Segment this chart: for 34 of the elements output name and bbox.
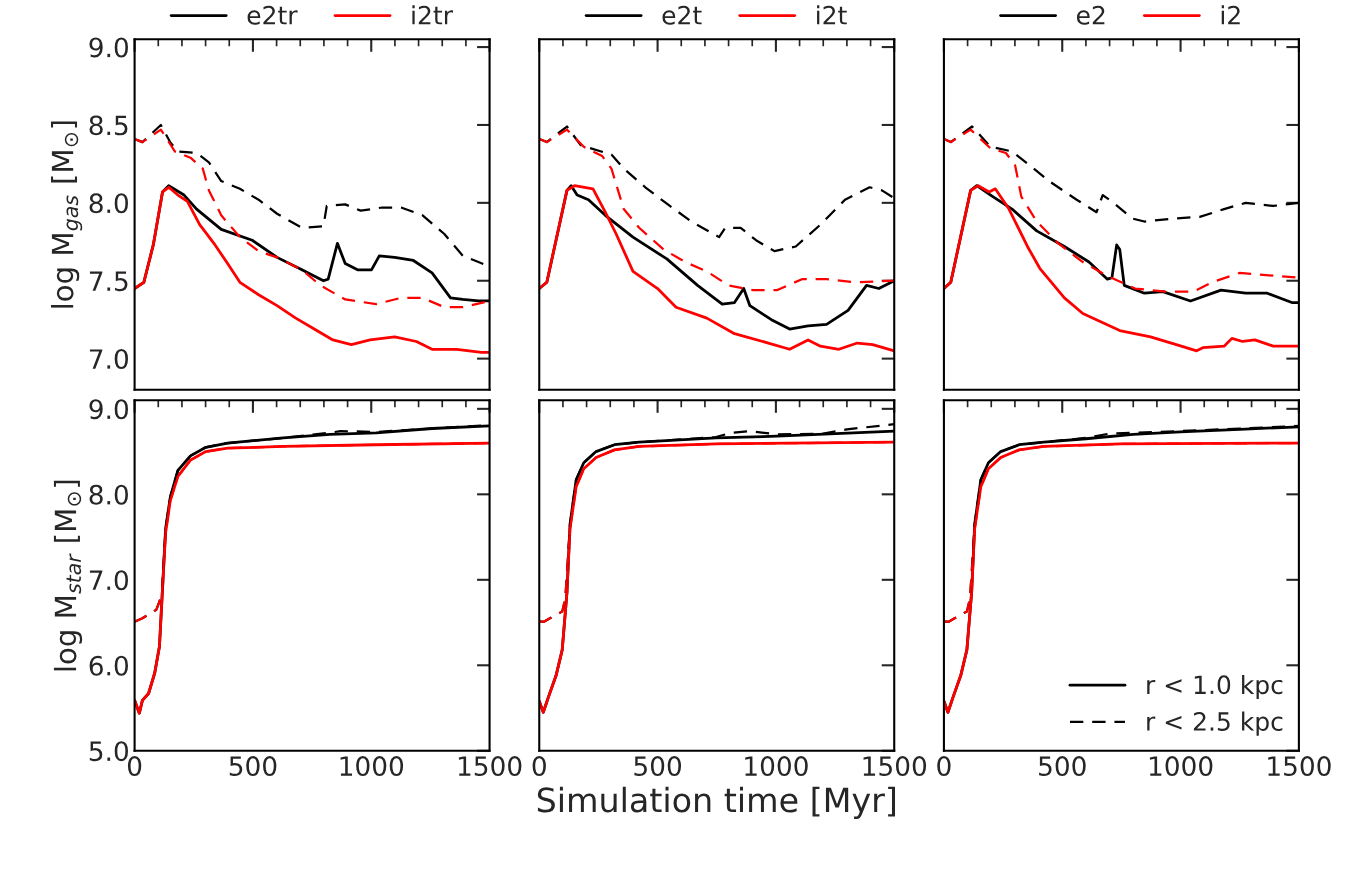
y-tick-label: 8.0 bbox=[89, 484, 128, 505]
x-tick-label: 0 bbox=[127, 756, 142, 777]
y-tick-label: 5.0 bbox=[89, 741, 128, 762]
y-tick-label: 8.5 bbox=[89, 115, 128, 136]
y-tick-label: 7.0 bbox=[89, 349, 128, 370]
legend-label: r < 1.0 kpc bbox=[1147, 674, 1283, 700]
legend-label: r < 2.5 kpc bbox=[1147, 711, 1283, 736]
x-axis-title: Simulation time [Myr] bbox=[537, 786, 896, 819]
y-tick-label: 8.0 bbox=[89, 193, 128, 214]
x-tick-label: 1000 bbox=[1149, 756, 1213, 777]
x-tick-label: 500 bbox=[1039, 756, 1086, 777]
x-tick-label: 1000 bbox=[340, 756, 404, 777]
line-series bbox=[134, 185, 490, 354]
x-tick-label: 1500 bbox=[863, 756, 927, 777]
legend-label: i2 bbox=[1221, 5, 1240, 25]
y-axis-title: log M$_{star}$ [M$_{⊙}$] bbox=[53, 480, 83, 671]
y-tick-label: 9.0 bbox=[89, 37, 128, 58]
legend-label: e2tr bbox=[247, 5, 298, 25]
legend-label: i2tr bbox=[412, 5, 453, 25]
x-tick-label: 500 bbox=[634, 756, 682, 777]
y-tick-label: 7.5 bbox=[89, 271, 128, 292]
y-tick-label: 6.0 bbox=[89, 655, 128, 676]
y-axis-title: log M$_{gas}$ [M$_{⊙}$] bbox=[51, 121, 83, 308]
legend-label: i2t bbox=[817, 5, 847, 25]
y-tick-label: 7.0 bbox=[89, 570, 128, 591]
x-tick-label: 0 bbox=[937, 756, 951, 777]
legend-label: e2 bbox=[1076, 5, 1105, 25]
x-tick-label: 1000 bbox=[745, 756, 808, 777]
x-tick-label: 1500 bbox=[1268, 756, 1331, 777]
legend-label: e2t bbox=[662, 5, 702, 25]
x-tick-label: 1500 bbox=[458, 756, 522, 777]
x-tick-label: 500 bbox=[229, 756, 277, 777]
x-tick-label: 0 bbox=[532, 756, 546, 777]
y-tick-label: 9.0 bbox=[89, 399, 128, 420]
